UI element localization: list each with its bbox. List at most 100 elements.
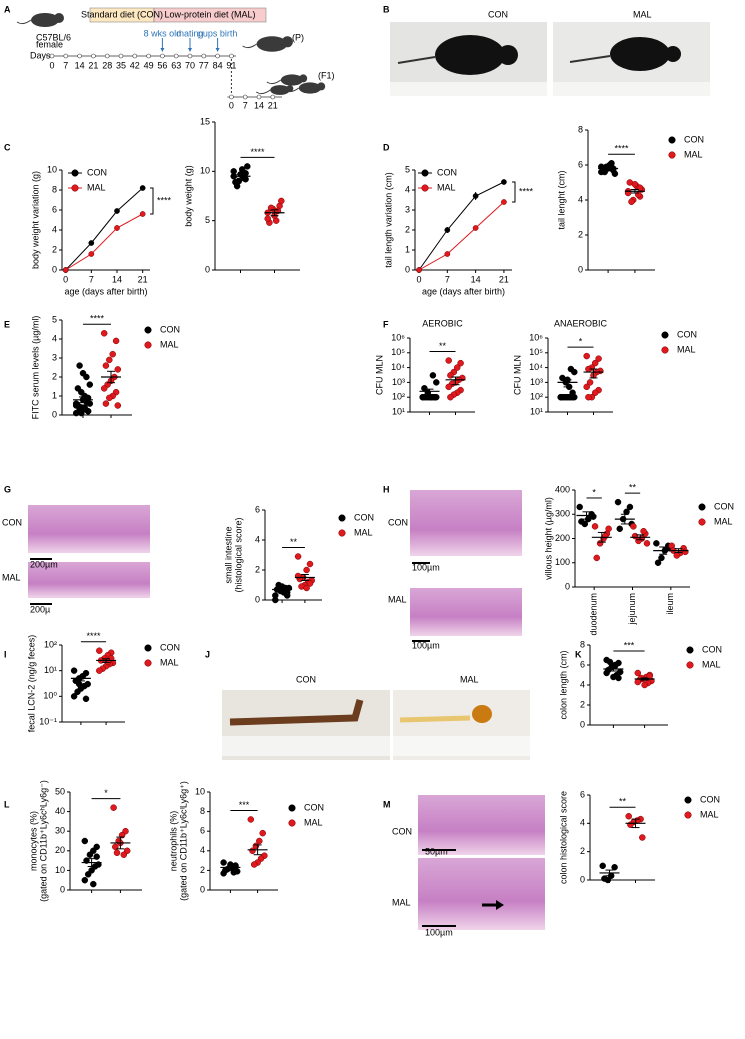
point xyxy=(86,851,94,858)
point xyxy=(569,389,576,396)
y-axis-label: CFU MLN xyxy=(374,355,384,395)
point xyxy=(88,240,95,246)
y-tick-label: 3 xyxy=(405,204,410,214)
y-tick-label: 10² xyxy=(44,639,57,649)
point xyxy=(244,163,251,170)
day-marker xyxy=(104,53,110,59)
day-label: 77 xyxy=(199,60,209,70)
point xyxy=(567,365,575,373)
point xyxy=(81,837,89,845)
point xyxy=(501,179,507,185)
point xyxy=(70,667,78,674)
significance-label: **** xyxy=(90,314,105,324)
image-label: MAL xyxy=(460,674,479,684)
panel-letter: K xyxy=(575,649,582,659)
day-label: 14 xyxy=(254,100,264,110)
legend-label: CON xyxy=(160,324,180,334)
event-label: pups birth xyxy=(198,28,238,38)
x-tick-label: jejunum xyxy=(627,593,637,626)
legend-label: CON xyxy=(684,134,704,144)
chart-title: AEROBIC xyxy=(422,318,463,328)
significance-label: **** xyxy=(157,195,172,205)
y-tick-label: 2 xyxy=(200,865,205,875)
point xyxy=(120,851,128,858)
y-tick-label: 8 xyxy=(52,184,57,194)
panel-letter: E xyxy=(4,319,10,329)
point xyxy=(599,862,606,870)
y-tick-label: 6 xyxy=(200,826,205,836)
y-tick-label: 0 xyxy=(580,874,585,884)
significance-label: *** xyxy=(239,800,250,810)
legend-marker xyxy=(338,529,346,537)
x-tick-label: duodenum xyxy=(589,593,599,636)
x-tick-label: ileum xyxy=(665,593,675,615)
y-tick-label: 50 xyxy=(55,786,65,796)
point xyxy=(601,875,608,882)
y-tick-label: 10⁵ xyxy=(529,347,543,357)
point xyxy=(591,523,599,530)
y-tick-label: 10 xyxy=(200,166,210,176)
panel-letter: J xyxy=(205,649,210,659)
legend-label: MAL xyxy=(354,527,373,537)
y-tick-label: 2 xyxy=(52,244,57,254)
y-tick-label: 400 xyxy=(555,484,570,494)
mouse-label: female xyxy=(36,39,63,49)
point xyxy=(72,400,80,407)
y-tick-label: 4 xyxy=(405,184,410,194)
y-tick-label: 2 xyxy=(255,564,260,574)
mouse-icon xyxy=(266,79,282,85)
day-marker xyxy=(49,53,55,59)
mouse-icon xyxy=(256,36,288,52)
legend-label: CON xyxy=(354,512,374,522)
event-arrow xyxy=(160,48,165,52)
mouse-icon xyxy=(286,85,294,93)
legend-label: CON xyxy=(677,329,697,339)
y-tick-label: 10³ xyxy=(530,377,543,387)
y-tick-label: 4 xyxy=(578,194,583,204)
point xyxy=(623,508,630,516)
x-axis-label: age (days after birth) xyxy=(64,286,147,296)
point xyxy=(294,553,302,560)
day-label: 0 xyxy=(49,60,54,70)
y-tick-label: 0 xyxy=(60,884,65,894)
point xyxy=(654,559,662,566)
y-tick-label: 0 xyxy=(565,581,570,591)
y-tick-label: 10⁶ xyxy=(391,332,405,342)
x-tick-label: 7 xyxy=(89,274,94,284)
y-tick-label: 10 xyxy=(195,786,205,796)
legend-label: MAL xyxy=(677,344,696,354)
legend-label: MAL xyxy=(437,182,456,192)
mouse-icon xyxy=(270,85,290,95)
point xyxy=(444,227,451,233)
significance-label: **** xyxy=(614,144,629,154)
legend-label: CON xyxy=(87,167,107,177)
point xyxy=(220,859,227,866)
point xyxy=(453,364,461,371)
point xyxy=(429,372,437,379)
day-marker xyxy=(242,94,248,100)
point xyxy=(631,532,639,540)
legend-marker xyxy=(668,136,676,144)
image-label: MAL xyxy=(633,9,652,19)
y-tick-label: 10² xyxy=(392,392,405,402)
mouse-icon xyxy=(242,43,257,49)
significance-bracket xyxy=(150,187,154,215)
y-axis-label: villous height (µg/ml) xyxy=(543,497,553,580)
series-line xyxy=(418,201,505,271)
point xyxy=(275,581,282,589)
y-tick-label: 10¹ xyxy=(44,665,57,675)
image-label: CON xyxy=(296,674,316,684)
y-tick-label: 4 xyxy=(200,845,205,855)
diet-label: Standard diet (CON) xyxy=(81,9,163,19)
day-marker xyxy=(229,94,234,100)
day-label: 63 xyxy=(171,60,181,70)
legend-marker xyxy=(686,661,694,669)
day-marker xyxy=(146,53,151,59)
point xyxy=(421,385,428,392)
point xyxy=(557,393,564,401)
day-marker xyxy=(77,53,82,59)
y-tick-label: 4 xyxy=(52,333,57,343)
y-tick-label: 1 xyxy=(52,390,57,400)
point xyxy=(601,532,609,540)
point xyxy=(583,352,590,360)
